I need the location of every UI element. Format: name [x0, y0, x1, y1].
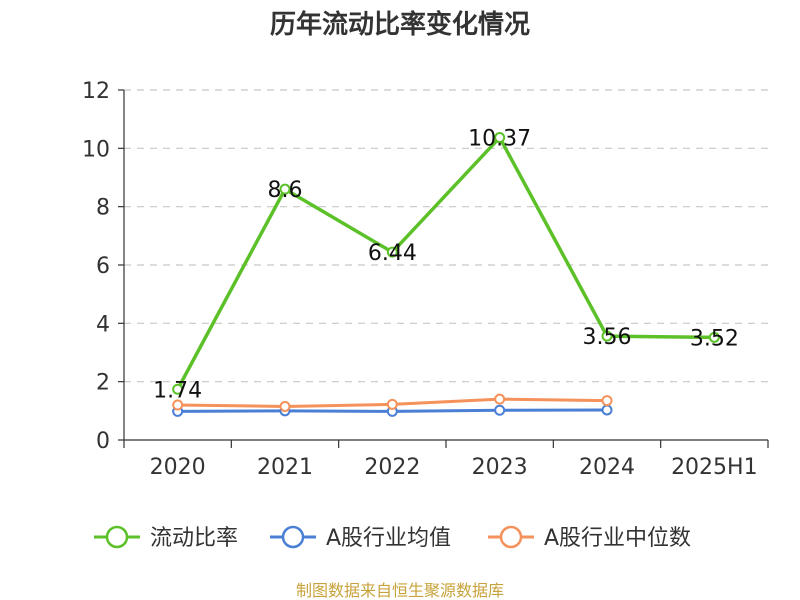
- x-tick-label: 2023: [472, 455, 528, 480]
- legend-marker: [281, 525, 305, 549]
- legend: 流动比率 A股行业均值 A股行业中位数: [94, 525, 691, 551]
- data-point[interactable]: [601, 330, 613, 342]
- legend-marker: [499, 525, 523, 549]
- y-tick-label: 0: [96, 429, 110, 454]
- grid-lines: [124, 89, 768, 383]
- data-labels: 1.74 8.6 6.44 10.37 3.56 3.52: [153, 127, 739, 404]
- x-tick-label: 2021: [257, 455, 313, 480]
- data-point[interactable]: [601, 404, 613, 416]
- x-tick-label: 2022: [364, 455, 420, 480]
- legend-label: A股行业中位数: [544, 526, 691, 551]
- data-point[interactable]: [172, 399, 184, 411]
- data-point[interactable]: [494, 132, 506, 144]
- data-point[interactable]: [172, 383, 184, 395]
- series-0: [172, 132, 720, 395]
- data-point[interactable]: [708, 331, 720, 343]
- data-point[interactable]: [494, 404, 506, 416]
- y-tick-label: 10: [82, 137, 110, 162]
- y-tick-label: 4: [96, 312, 110, 337]
- legend-item[interactable]: A股行业中位数: [488, 525, 691, 551]
- data-point[interactable]: [279, 400, 291, 412]
- legend-marker: [105, 525, 129, 549]
- source-note: 制图数据来自恒生聚源数据库: [296, 581, 504, 600]
- x-tick-label: 2025H1: [671, 455, 758, 480]
- data-label: 1.74: [153, 378, 202, 403]
- y-tick-label: 12: [82, 79, 110, 104]
- data-label: 10.37: [468, 127, 531, 152]
- legend-item[interactable]: 流动比率: [94, 525, 238, 551]
- data-label: 3.56: [583, 325, 632, 350]
- data-point[interactable]: [601, 395, 613, 407]
- x-tick-label: 2024: [579, 455, 635, 480]
- y-tick-label: 8: [96, 196, 110, 221]
- series-2: [172, 393, 613, 412]
- data-label: 8.6: [268, 178, 303, 203]
- data-point[interactable]: [494, 393, 506, 405]
- data-point[interactable]: [386, 398, 398, 410]
- legend-item[interactable]: A股行业均值: [270, 525, 451, 551]
- legend-label: A股行业均值: [326, 526, 451, 551]
- series-layer: [172, 132, 720, 417]
- data-label: 6.44: [368, 241, 417, 266]
- data-point[interactable]: [279, 183, 291, 195]
- data-label: 3.52: [690, 326, 739, 351]
- x-tick-label: 2020: [150, 455, 206, 480]
- chart-title: 历年流动比率变化情况: [270, 9, 530, 40]
- data-point[interactable]: [386, 246, 398, 258]
- y-tick-label: 6: [96, 254, 110, 279]
- series-line: [176, 135, 715, 391]
- axes: 0 2 4 6 8 10 12 2020 2021 2022 2023 2024 2025H1: [82, 79, 769, 480]
- legend-label: 流动比率: [150, 526, 238, 551]
- y-tick-label: 2: [96, 371, 110, 396]
